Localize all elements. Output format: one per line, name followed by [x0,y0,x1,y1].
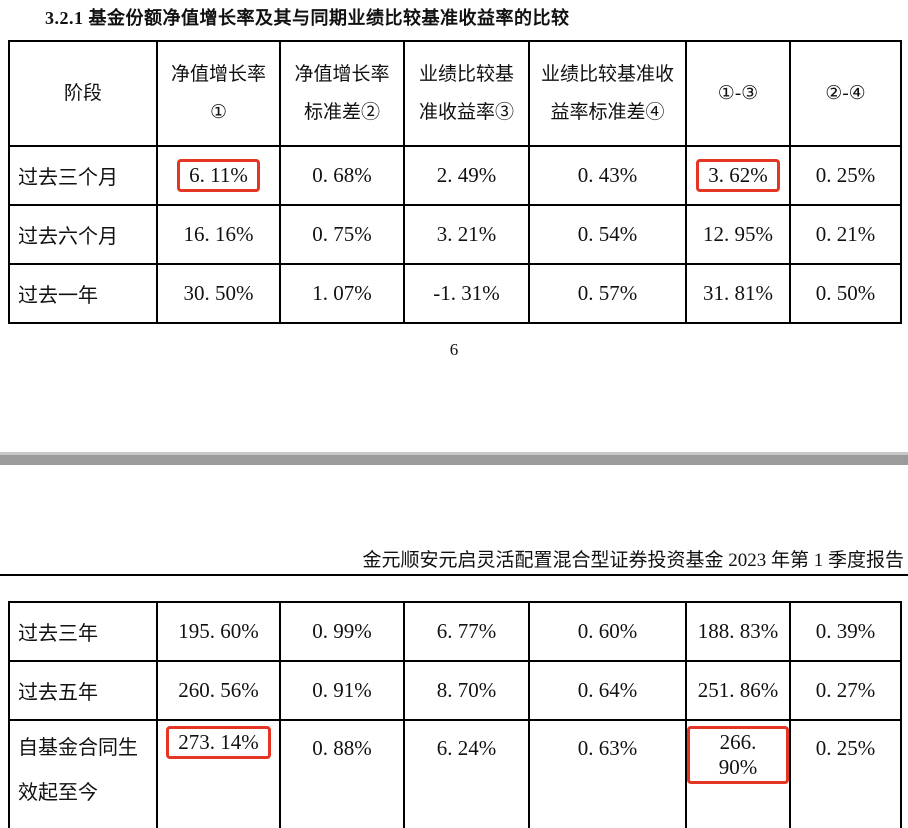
value-cell: 6. 77% [403,601,530,662]
highlight-box: 6. 11% [177,159,260,192]
value-cell: 260. 56% [156,660,281,721]
divider-edge [0,452,908,455]
value-cell: 0. 88% [279,719,405,828]
divider-bar [0,455,908,465]
header-stage: 阶段 [8,40,158,147]
header-diff-2-4: ②-④ [789,40,902,147]
value-cell: 3. 62% [685,145,791,206]
value-cell: 0. 27% [789,660,902,721]
stage-cell: 过去三年 [8,601,158,662]
stage-cell: 自基金合同生 效起至今 [8,719,158,828]
value-cell: 0. 21% [789,204,902,265]
stage-cell: 过去三个月 [8,145,158,206]
value-cell: 3. 21% [403,204,530,265]
value-cell: 1. 07% [279,263,405,324]
stage-cell: 过去五年 [8,660,158,721]
stage-cell: 过去一年 [8,263,158,324]
report-header: 金元顺安元启灵活配置混合型证券投资基金 2023 年第 1 季度报告 [362,550,904,571]
header-benchmark-std: 业绩比较基准收 益率标准差④ [528,40,687,147]
value-cell: 0. 63% [528,719,687,828]
table-row: 自基金合同生 效起至今 273. 14% 0. 88% 6. 24% 0. 63… [8,719,902,828]
header-nav-growth-std: 净值增长率 标准差② [279,40,405,147]
table-row: 过去三年 195. 60% 0. 99% 6. 77% 0. 60% 188. … [8,601,902,662]
value-cell: 188. 83% [685,601,791,662]
value-cell: 0. 25% [789,719,902,828]
value-cell: 0. 60% [528,601,687,662]
value-cell: 0. 54% [528,204,687,265]
header-nav-growth: 净值增长率 ① [156,40,281,147]
value-cell: 273. 14% [156,719,281,828]
value-cell: 0. 50% [789,263,902,324]
value-cell: 6. 24% [403,719,530,828]
value-cell: 0. 68% [279,145,405,206]
table-row: 过去三个月 6. 11% 0. 68% 2. 49% 0. 43% 3. 62%… [8,145,902,206]
header-rule [0,574,908,576]
value-cell: 0. 91% [279,660,405,721]
page-number: 6 [449,340,459,359]
value-cell: 251. 86% [685,660,791,721]
value-cell: 0. 99% [279,601,405,662]
value-cell: 2. 49% [403,145,530,206]
value-cell: 0. 39% [789,601,902,662]
value-cell: 30. 50% [156,263,281,324]
table-header-row: 阶段 净值增长率 ① 净值增长率 标准差② 业绩比较基 准收益率③ 业绩比较基准… [8,40,902,147]
highlight-box: 273. 14% [166,726,271,759]
stage-cell: 过去六个月 [8,204,158,265]
page-break-divider [0,452,908,465]
value-cell: 0. 64% [528,660,687,721]
value-cell: 0. 25% [789,145,902,206]
table-row: 过去六个月 16. 16% 0. 75% 3. 21% 0. 54% 12. 9… [8,204,902,265]
value-cell: 31. 81% [685,263,791,324]
header-benchmark: 业绩比较基 准收益率③ [403,40,530,147]
value-cell: 0. 57% [528,263,687,324]
value-cell: 195. 60% [156,601,281,662]
table-row: 过去一年 30. 50% 1. 07% -1. 31% 0. 57% 31. 8… [8,263,902,324]
value-cell: 16. 16% [156,204,281,265]
value-cell: 12. 95% [685,204,791,265]
value-cell: 0. 75% [279,204,405,265]
table-row: 过去五年 260. 56% 0. 91% 8. 70% 0. 64% 251. … [8,660,902,721]
header-diff-1-3: ①-③ [685,40,791,147]
value-cell: 8. 70% [403,660,530,721]
returns-comparison-table-page1: 阶段 净值增长率 ① 净值增长率 标准差② 业绩比较基 准收益率③ 业绩比较基准… [8,40,902,324]
returns-comparison-table-page2: 过去三年 195. 60% 0. 99% 6. 77% 0. 60% 188. … [8,601,902,828]
value-cell: 266. 90% [685,719,791,828]
value-cell: -1. 31% [403,263,530,324]
value-cell: 0. 43% [528,145,687,206]
section-title: 3.2.1 基金份额净值增长率及其与同期业绩比较基准收益率的比较 [45,8,570,28]
highlight-box: 266. 90% [688,726,788,784]
highlight-box: 3. 62% [696,159,780,192]
value-cell: 6. 11% [156,145,281,206]
